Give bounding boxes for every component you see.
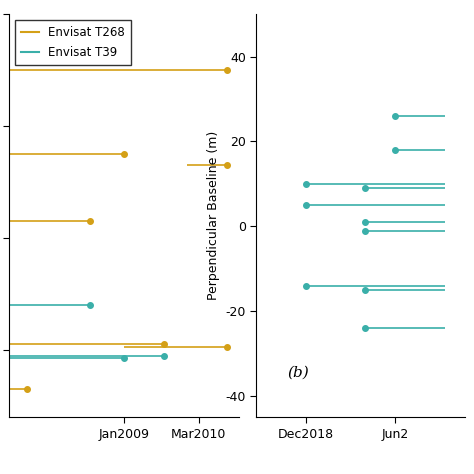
Text: (b): (b) [287, 366, 309, 380]
Y-axis label: Perpendicular Baseline (m): Perpendicular Baseline (m) [207, 131, 220, 301]
Legend: Envisat T268, Envisat T39: Envisat T268, Envisat T39 [15, 20, 131, 65]
